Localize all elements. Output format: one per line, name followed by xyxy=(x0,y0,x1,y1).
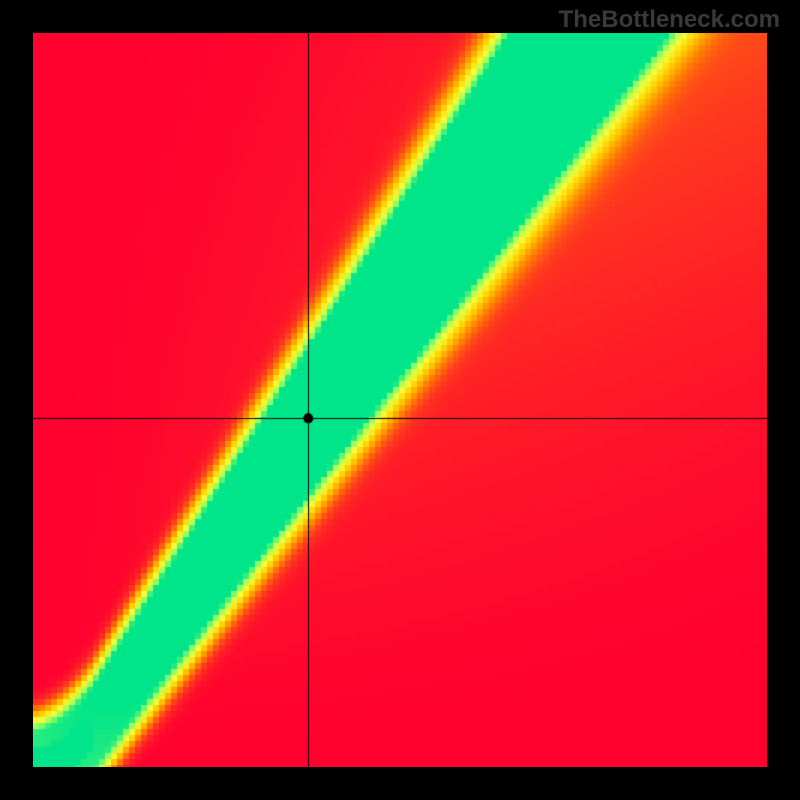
heatmap-canvas xyxy=(33,33,767,767)
chart-container: TheBottleneck.com xyxy=(0,0,800,800)
plot-area xyxy=(33,33,767,767)
attribution-watermark: TheBottleneck.com xyxy=(559,6,780,34)
